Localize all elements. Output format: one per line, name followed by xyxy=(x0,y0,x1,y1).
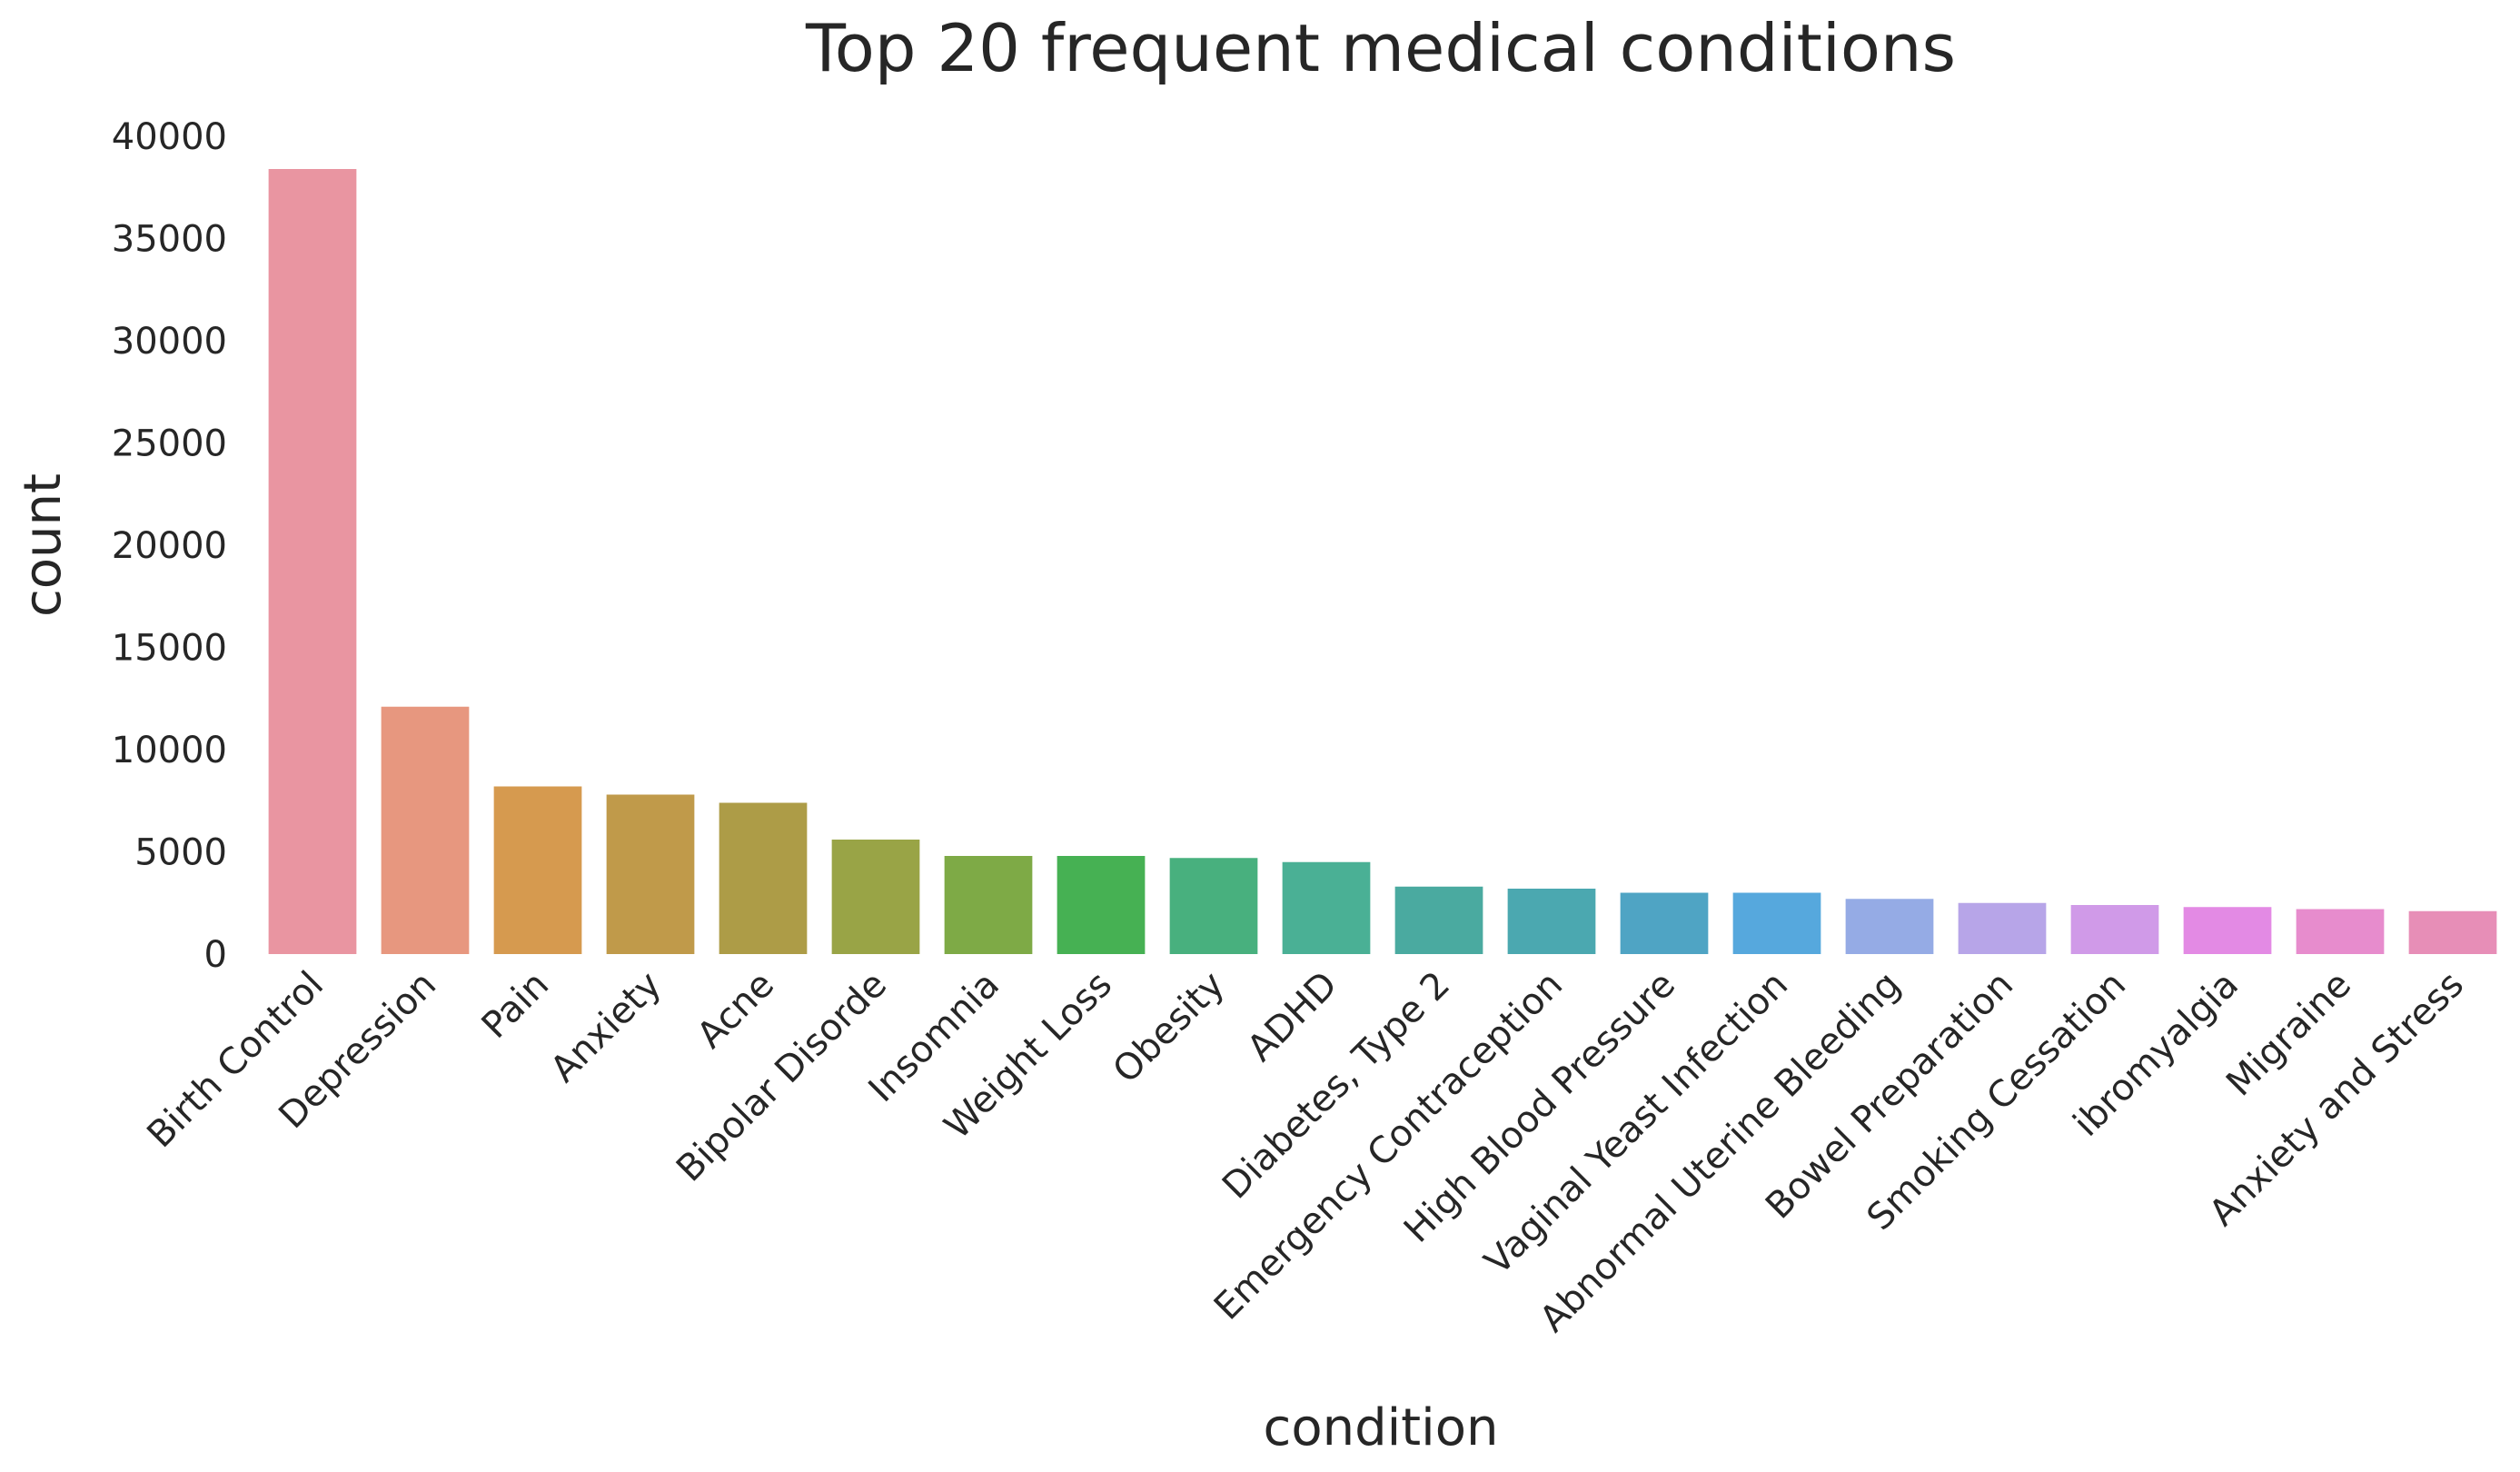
y-tick-label: 25000 xyxy=(112,423,227,465)
y-axis-ticks: 0 5000 10000 15000 20000 25000 30000 35000 40000 xyxy=(112,116,227,976)
bar xyxy=(719,802,808,954)
bar xyxy=(1845,899,1934,954)
x-tick-label: Obesity xyxy=(1106,964,1234,1092)
bar xyxy=(831,840,920,954)
x-tick-label: Anxiety xyxy=(542,964,670,1091)
bar xyxy=(1507,889,1596,954)
y-tick-label: 5000 xyxy=(134,832,227,874)
bar xyxy=(1620,892,1709,954)
y-tick-label: 30000 xyxy=(112,321,227,363)
bar xyxy=(1958,902,2047,954)
x-tick-label: Acne xyxy=(690,964,782,1057)
y-tick-label: 20000 xyxy=(112,525,227,567)
x-axis-label: condition xyxy=(1264,1398,1499,1457)
bar xyxy=(2070,905,2159,954)
bar xyxy=(1732,892,1821,954)
y-tick-label: 35000 xyxy=(112,219,227,261)
bar xyxy=(2296,909,2385,954)
bar xyxy=(2183,907,2272,954)
bar xyxy=(2408,910,2497,954)
y-tick-label: 40000 xyxy=(112,116,227,158)
y-tick-label: 15000 xyxy=(112,628,227,670)
bar xyxy=(1394,886,1483,954)
bar xyxy=(1057,856,1146,954)
y-tick-label: 0 xyxy=(204,934,227,976)
x-tick-label: ADHD xyxy=(1239,964,1345,1070)
bar xyxy=(381,706,470,954)
x-tick-label: Pain xyxy=(474,964,557,1047)
bar xyxy=(493,786,582,954)
x-tick-label: Bipolar Disorde xyxy=(669,964,895,1190)
bar xyxy=(944,856,1033,954)
bar xyxy=(268,169,357,954)
bar xyxy=(1282,861,1371,954)
bar xyxy=(606,794,695,954)
y-axis-label: count xyxy=(14,473,73,617)
chart-title: Top 20 frequent medical conditions xyxy=(805,10,1956,86)
bars xyxy=(268,169,2497,954)
y-tick-label: 10000 xyxy=(112,730,227,771)
bar xyxy=(1169,858,1258,954)
